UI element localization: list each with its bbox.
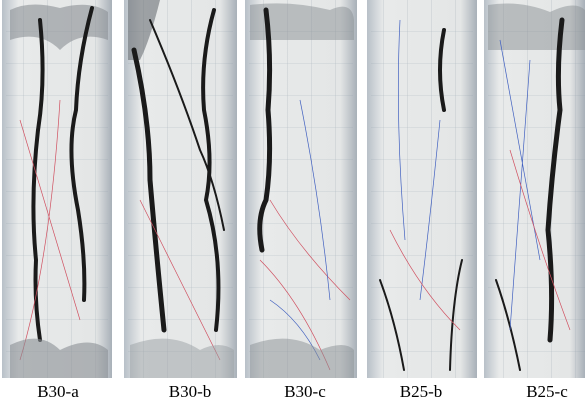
specimen-photo (124, 0, 237, 378)
specimen-label: B30-a (37, 382, 79, 401)
specimen-photo (245, 0, 357, 378)
figure: B30-a B30-b B30-c B25-b B25-c (0, 0, 585, 409)
specimen-label: B25-c (526, 382, 568, 401)
specimen-label: B25-b (400, 382, 443, 401)
specimen-photo (2, 0, 112, 378)
specimen-label: B30-c (284, 382, 326, 401)
specimen-photo (367, 0, 477, 378)
specimen-photo (484, 0, 585, 378)
specimen-label: B30-b (169, 382, 212, 401)
